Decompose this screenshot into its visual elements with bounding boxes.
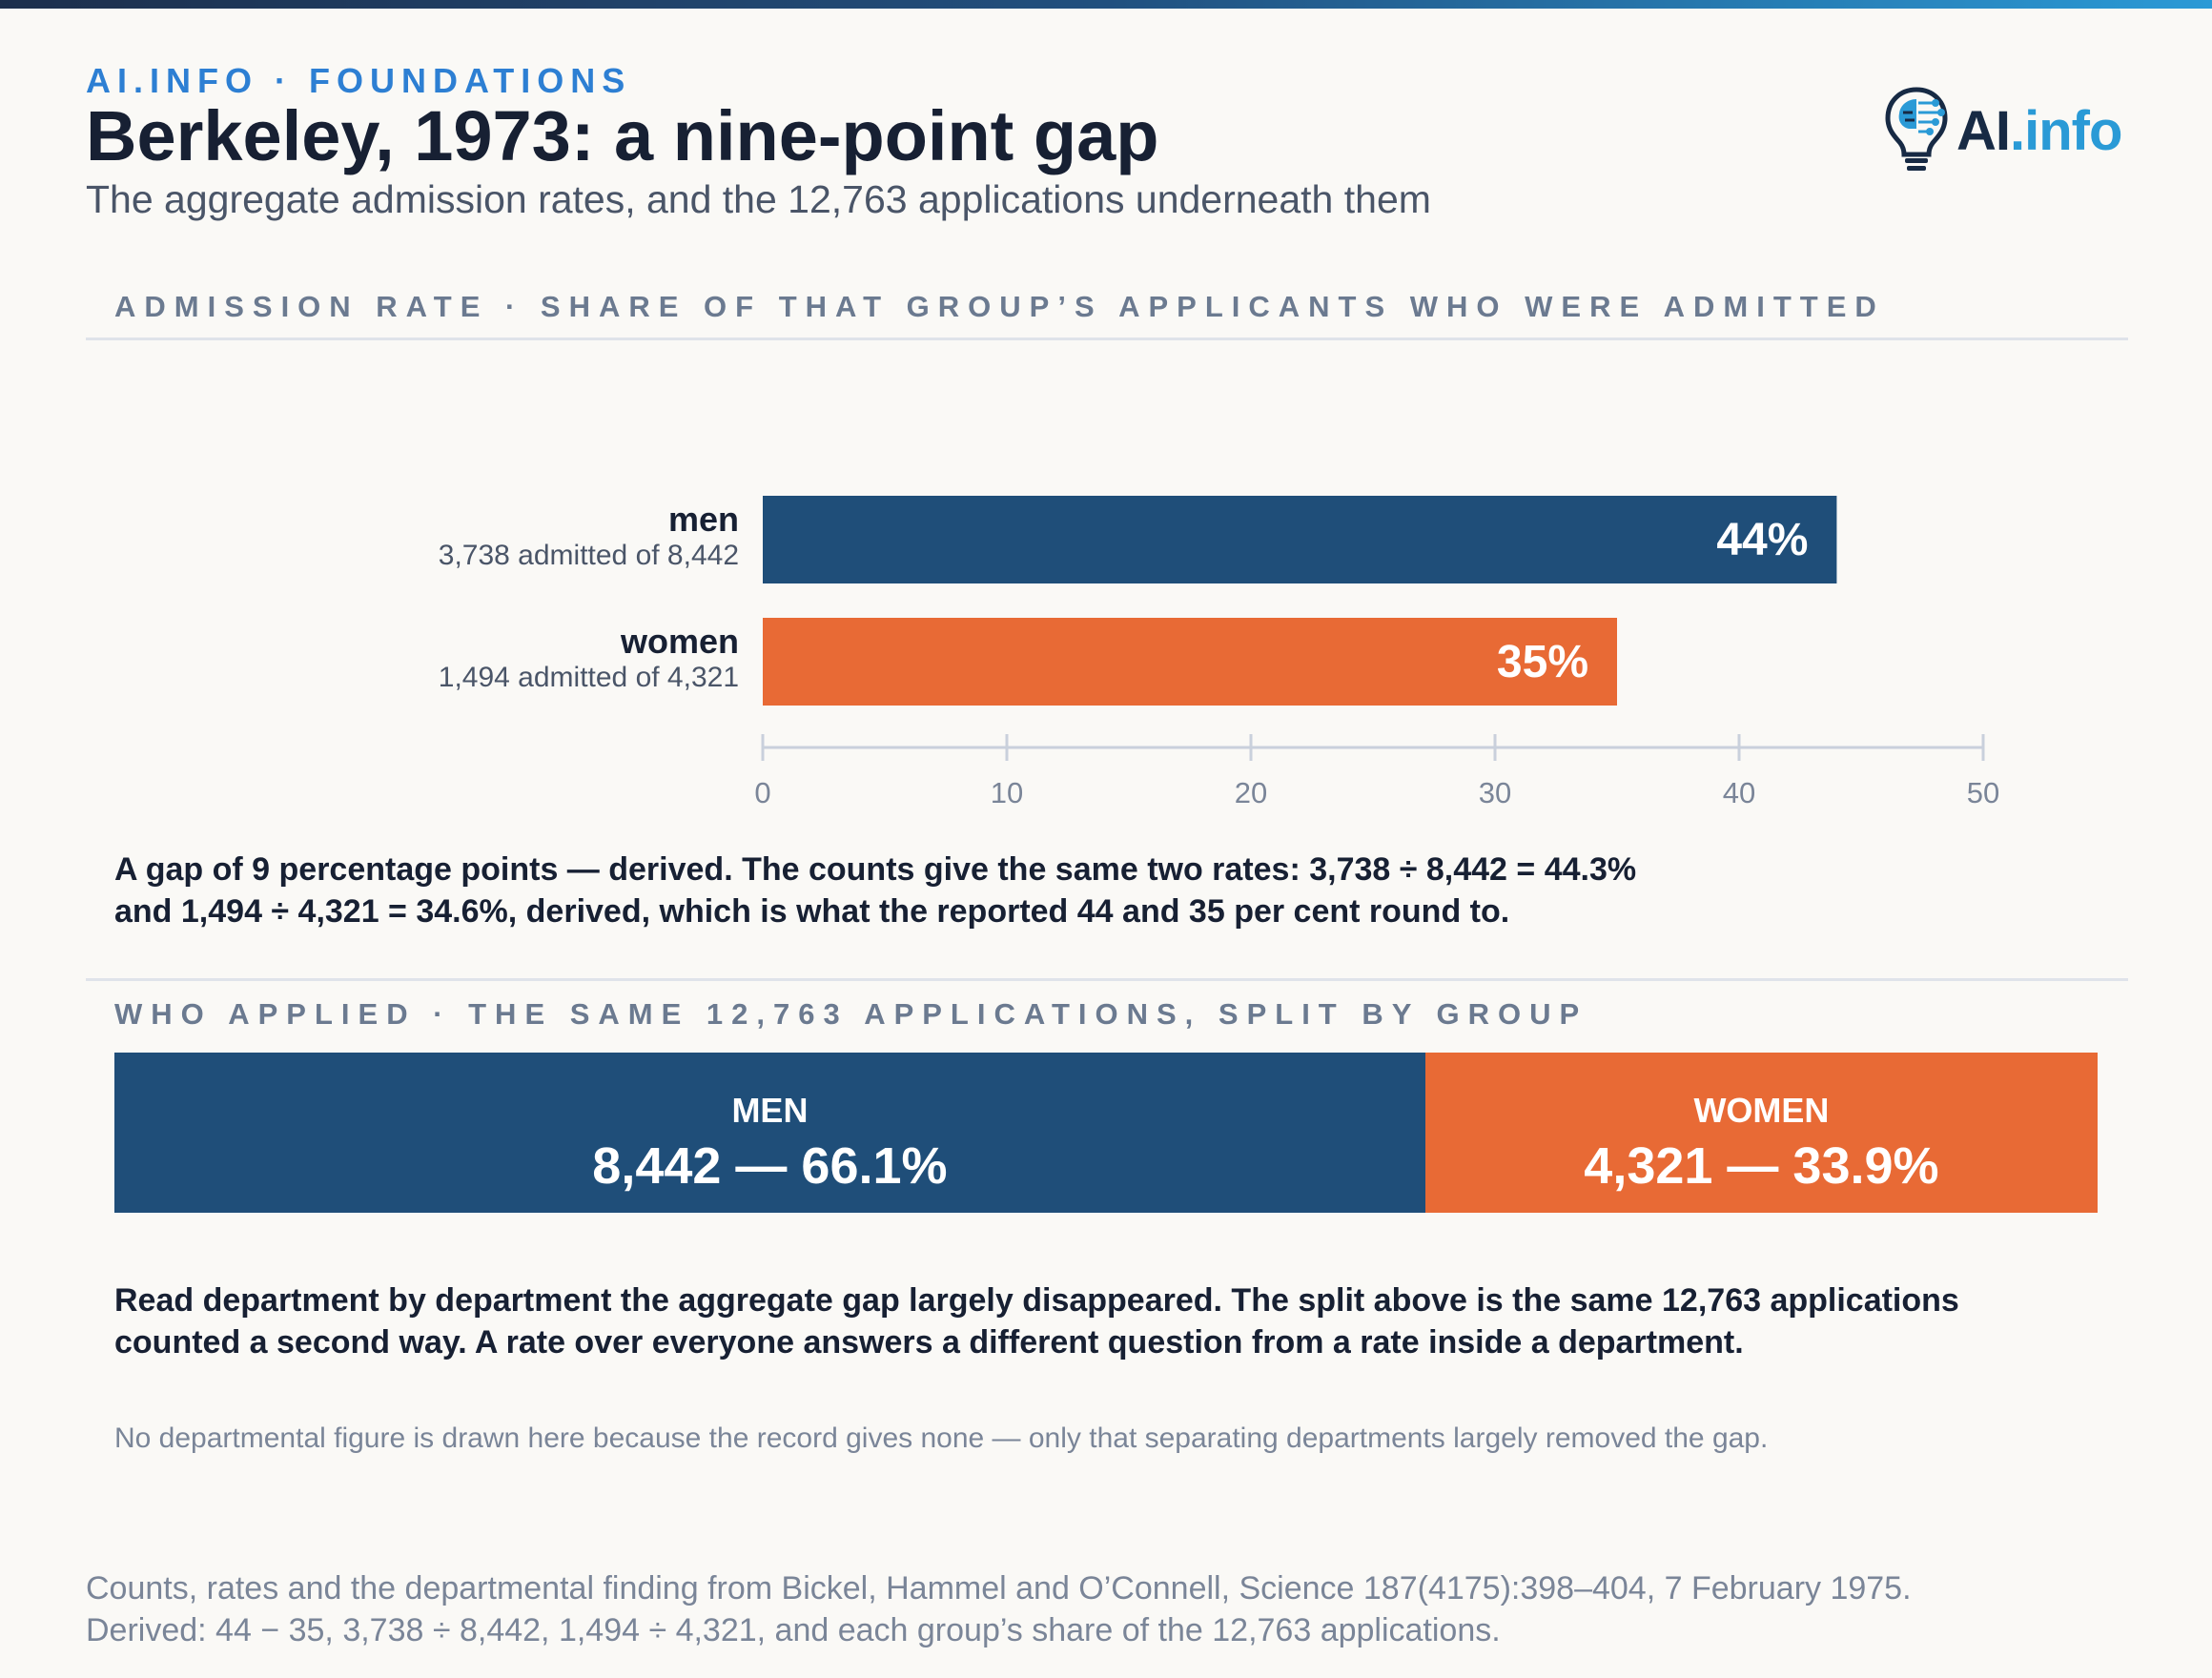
gap-note-line-1: A gap of 9 percentage points — derived. … — [114, 851, 1637, 888]
x-tick-label-0: 0 — [754, 776, 770, 809]
department-note: Read department by department the aggreg… — [114, 1279, 1959, 1363]
divider — [86, 338, 2128, 340]
split-segment-value: 8,442 — 66.1% — [592, 1137, 948, 1195]
x-tick-label-40: 40 — [1723, 776, 1755, 809]
bar-men — [763, 496, 1837, 583]
gap-note-line-2: and 1,494 ÷ 4,321 = 34.6%, derived, whic… — [114, 893, 1510, 930]
gap-note: A gap of 9 percentage points — derived. … — [114, 849, 1636, 932]
x-tick-label-30: 30 — [1479, 776, 1511, 809]
split-segment-name: WOMEN — [1693, 1091, 1830, 1130]
footer-line-1: Counts, rates and the departmental findi… — [86, 1570, 1912, 1606]
split-segment-men: MEN 8,442 — 66.1% — [114, 1053, 1425, 1213]
eyebrow: AI.INFO · FOUNDATIONS — [86, 61, 632, 100]
bar-value-label-women: 35% — [1497, 637, 1588, 687]
category-sublabel-men: 3,738 admitted of 8,442 — [439, 540, 739, 571]
section-label-who-applied: WHO APPLIED · THE SAME 12,763 APPLICATIO… — [114, 997, 1588, 1031]
section-label-admission-rate: ADMISSION RATE · SHARE OF THAT GROUP’S A… — [114, 290, 1885, 323]
bar-women — [763, 618, 1617, 706]
department-note-line-1: Read department by department the aggreg… — [114, 1282, 1959, 1319]
footer-line-2: Derived: 44 − 35, 3,738 ÷ 8,442, 1,494 ÷… — [86, 1612, 1501, 1648]
logo-wordmark: AI.info — [1956, 99, 2122, 163]
source-footer: Counts, rates and the departmental findi… — [86, 1567, 1912, 1651]
category-sublabel-women: 1,494 admitted of 4,321 — [439, 662, 739, 693]
page-subtitle: The aggregate admission rates, and the 1… — [86, 177, 1431, 221]
x-tick-label-20: 20 — [1235, 776, 1267, 809]
logo-accent: .info — [2010, 100, 2122, 162]
caveat-note: No departmental figure is drawn here bec… — [114, 1422, 1769, 1454]
divider — [86, 978, 2128, 981]
department-note-line-2: counted a second way. A rate over everyo… — [114, 1324, 1744, 1361]
split-segment-name: MEN — [731, 1091, 809, 1130]
bar-value-label-men: 44% — [1716, 515, 1808, 565]
category-label-women: women — [620, 622, 739, 661]
logo: AI.info — [1880, 84, 2128, 175]
split-segment-women: WOMEN 4,321 — 33.9% — [1424, 1053, 2098, 1213]
applicant-split-bar: MEN 8,442 — 66.1% WOMEN 4,321 — 33.9% — [114, 1053, 2098, 1213]
x-tick-label-50: 50 — [1967, 776, 1999, 809]
page-title: Berkeley, 1973: a nine-point gap — [86, 96, 1159, 175]
logo-main: AI — [1956, 100, 2011, 162]
top-accent-bar — [0, 0, 2212, 9]
split-segment-value: 4,321 — 33.9% — [1584, 1137, 1939, 1195]
lightbulb-brain-icon — [1885, 87, 1948, 171]
category-label-men: men — [668, 500, 739, 539]
x-tick-label-10: 10 — [991, 776, 1023, 809]
